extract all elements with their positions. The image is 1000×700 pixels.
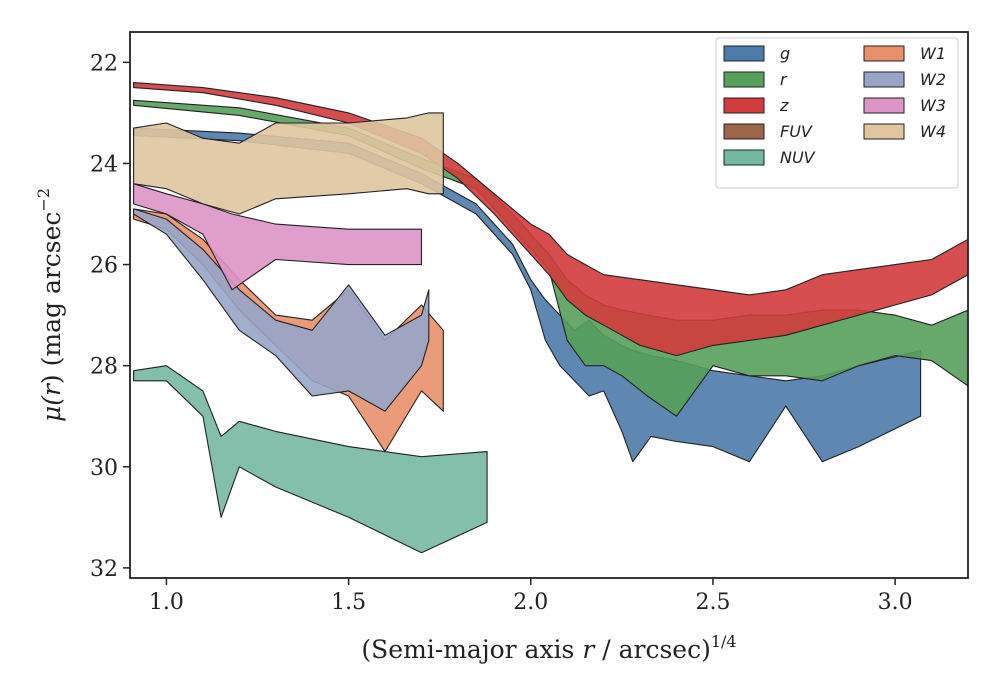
legend-label-g: g (780, 44, 790, 63)
band-w4 (133, 112, 444, 215)
y-tick-label: 24 (90, 152, 118, 177)
legend: grz FUV NUV W1 W2 W3 W4 (715, 37, 959, 189)
x-axis: 1.0 1.5 2.0 2.5 3.0 (149, 578, 913, 615)
legend-swatch-g (723, 45, 765, 62)
band-w2 (133, 208, 430, 412)
legend-swatch-w3 (863, 97, 905, 114)
legend-label-w2: W2 (920, 70, 946, 89)
legend-label-w1: W1 (920, 44, 946, 63)
series-bands (133, 82, 968, 554)
y-axis: 22 24 26 28 30 32 (90, 51, 130, 582)
band-w3 (133, 183, 423, 291)
legend-swatch-w2 (863, 71, 905, 88)
x-tick-label: 2.0 (513, 590, 548, 615)
band-nuv (133, 365, 488, 554)
x-axis-label: (Semi-major axis r / arcsec)1/4 (361, 632, 736, 664)
x-tick-label: 1.0 (149, 590, 184, 615)
legend-swatch-z (723, 97, 765, 114)
y-tick-label: 28 (90, 355, 118, 380)
legend-label-fuv: FUV (780, 122, 813, 141)
plot-frame (129, 31, 969, 579)
legend-label-z: z (779, 96, 789, 115)
x-tick-label: 3.0 (878, 590, 913, 615)
y-tick-label: 32 (90, 557, 118, 582)
legend-label-nuv: NUV (780, 148, 816, 167)
band-z (133, 82, 968, 357)
x-tick-label: 2.5 (695, 590, 730, 615)
y-tick-label: 22 (90, 51, 118, 76)
legend-swatch-w4 (863, 123, 905, 140)
legend-swatch-r (723, 71, 765, 88)
legend-swatch-fuv (723, 123, 765, 140)
band-g (133, 127, 922, 463)
legend-swatch-w1 (863, 45, 905, 62)
legend-swatch-nuv (723, 149, 765, 166)
legend-label-w3: W3 (920, 96, 946, 115)
y-tick-label: 30 (90, 456, 118, 481)
legend-label-r: r (780, 70, 788, 89)
y-axis-label: μ(r) (mag arcsec−2 (34, 188, 66, 422)
y-tick-label: 26 (90, 254, 118, 279)
legend-label-w4: W4 (920, 122, 946, 141)
x-tick-label: 1.5 (331, 590, 366, 615)
